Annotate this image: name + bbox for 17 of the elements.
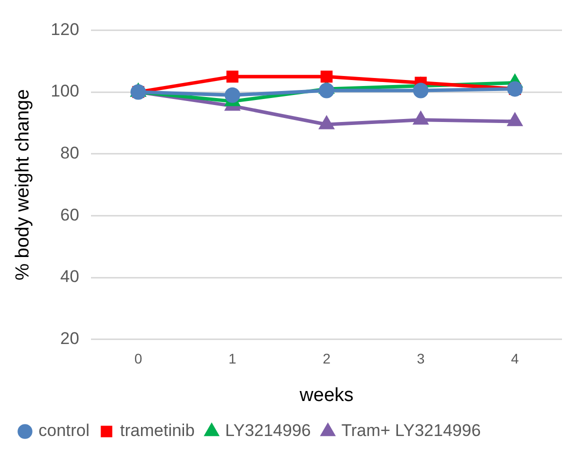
y-tick-label: 100 (50, 82, 80, 101)
x-tick-label: 2 (322, 350, 331, 367)
x-tick-label: 0 (134, 350, 142, 367)
legend-label: LY3214996 (225, 421, 311, 440)
y-tick-label: 60 (60, 205, 80, 224)
x-axis-title: weeks (298, 384, 354, 406)
x-tick-label: 1 (228, 350, 237, 367)
y-tick-label: 80 (60, 144, 80, 163)
y-tick-label: 20 (60, 329, 80, 348)
x-tick-label: 4 (511, 350, 520, 367)
y-tick-label: 40 (60, 267, 80, 286)
y-axis-title: % body weight change (12, 89, 34, 280)
x-tick-label: 3 (416, 350, 425, 367)
legend-label: Tram+ LY3214996 (341, 421, 481, 440)
legend-label: control (38, 421, 90, 440)
y-tick-label: 120 (50, 20, 80, 39)
legend-label: trametinib (120, 421, 195, 440)
